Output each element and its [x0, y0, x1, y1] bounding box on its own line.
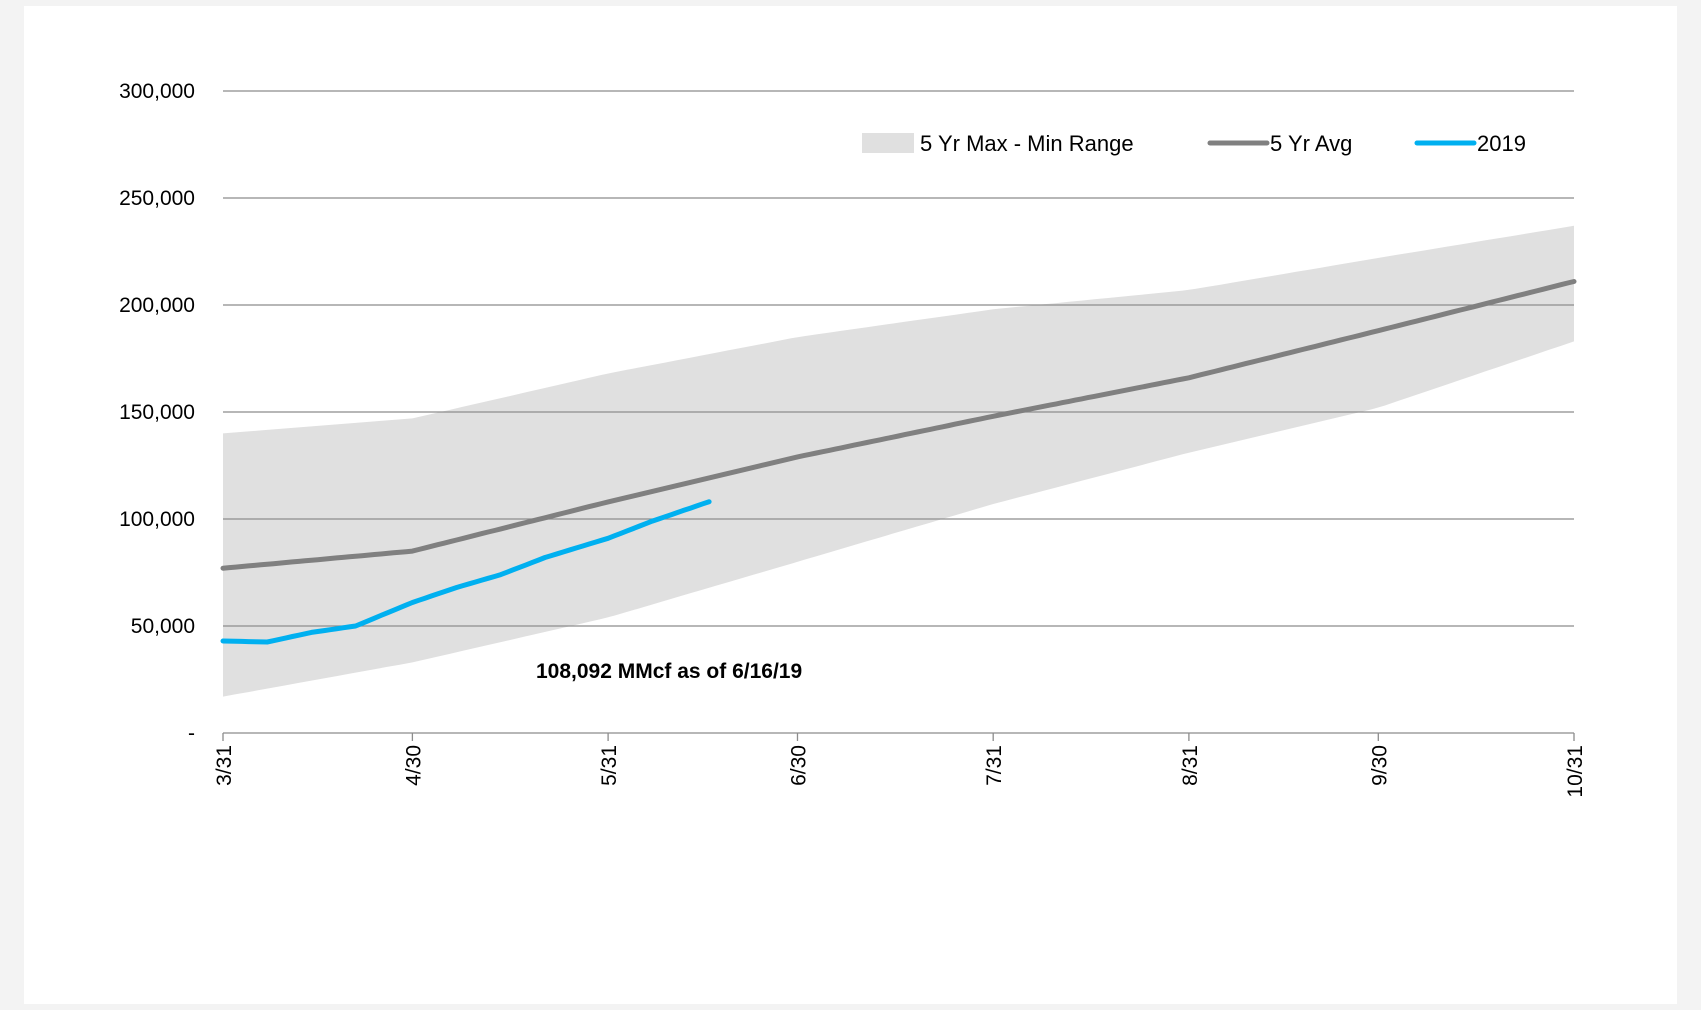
gridlines	[223, 90, 1574, 627]
x-tick-label: 6/30	[787, 745, 810, 786]
y-axis-tick-labels: - 50,000 100,000 150,000 200,000 250,000 300,0…	[119, 80, 195, 745]
y-tick-label: -	[188, 722, 195, 745]
x-tick-label: 9/30	[1368, 745, 1391, 786]
x-tick-label: 3/31	[213, 745, 236, 786]
y-tick-label: 300,000	[119, 80, 195, 103]
legend-label-line: 2019	[1477, 131, 1526, 156]
legend-swatch-band	[862, 133, 914, 153]
x-tick-label: 4/30	[402, 745, 425, 786]
y-tick-label: 200,000	[119, 294, 195, 317]
series-lines	[220, 279, 1577, 645]
x-axis-tick-labels: 3/31 4/30 5/31 6/30 7/31 8/31 9/30 10/31	[213, 745, 1587, 798]
y-tick-label: 100,000	[119, 508, 195, 531]
x-axis	[222, 732, 1575, 741]
y-tick-label: 150,000	[119, 401, 195, 424]
range-band-layer	[223, 225, 1574, 697]
x-tick-label: 7/31	[983, 745, 1006, 786]
x-tick-label: 8/31	[1179, 745, 1202, 786]
y-tick-label: 50,000	[131, 615, 195, 638]
x-tick-label: 5/31	[598, 745, 621, 786]
y-tick-label: 250,000	[119, 187, 195, 210]
series-line-2019	[220, 499, 712, 645]
legend-label-line: 5 Yr Avg	[1270, 131, 1352, 156]
legend: 5 Yr Max - Min Range 5 Yr Avg 2019	[862, 131, 1526, 156]
x-tick-label: 10/31	[1564, 745, 1587, 798]
legend-label-band: 5 Yr Max - Min Range	[920, 131, 1134, 156]
range-band	[223, 225, 1574, 697]
series-line-5-yr-avg	[220, 279, 1577, 571]
latest-value-annotation: 108,092 MMcf as of 6/16/19	[536, 660, 802, 683]
